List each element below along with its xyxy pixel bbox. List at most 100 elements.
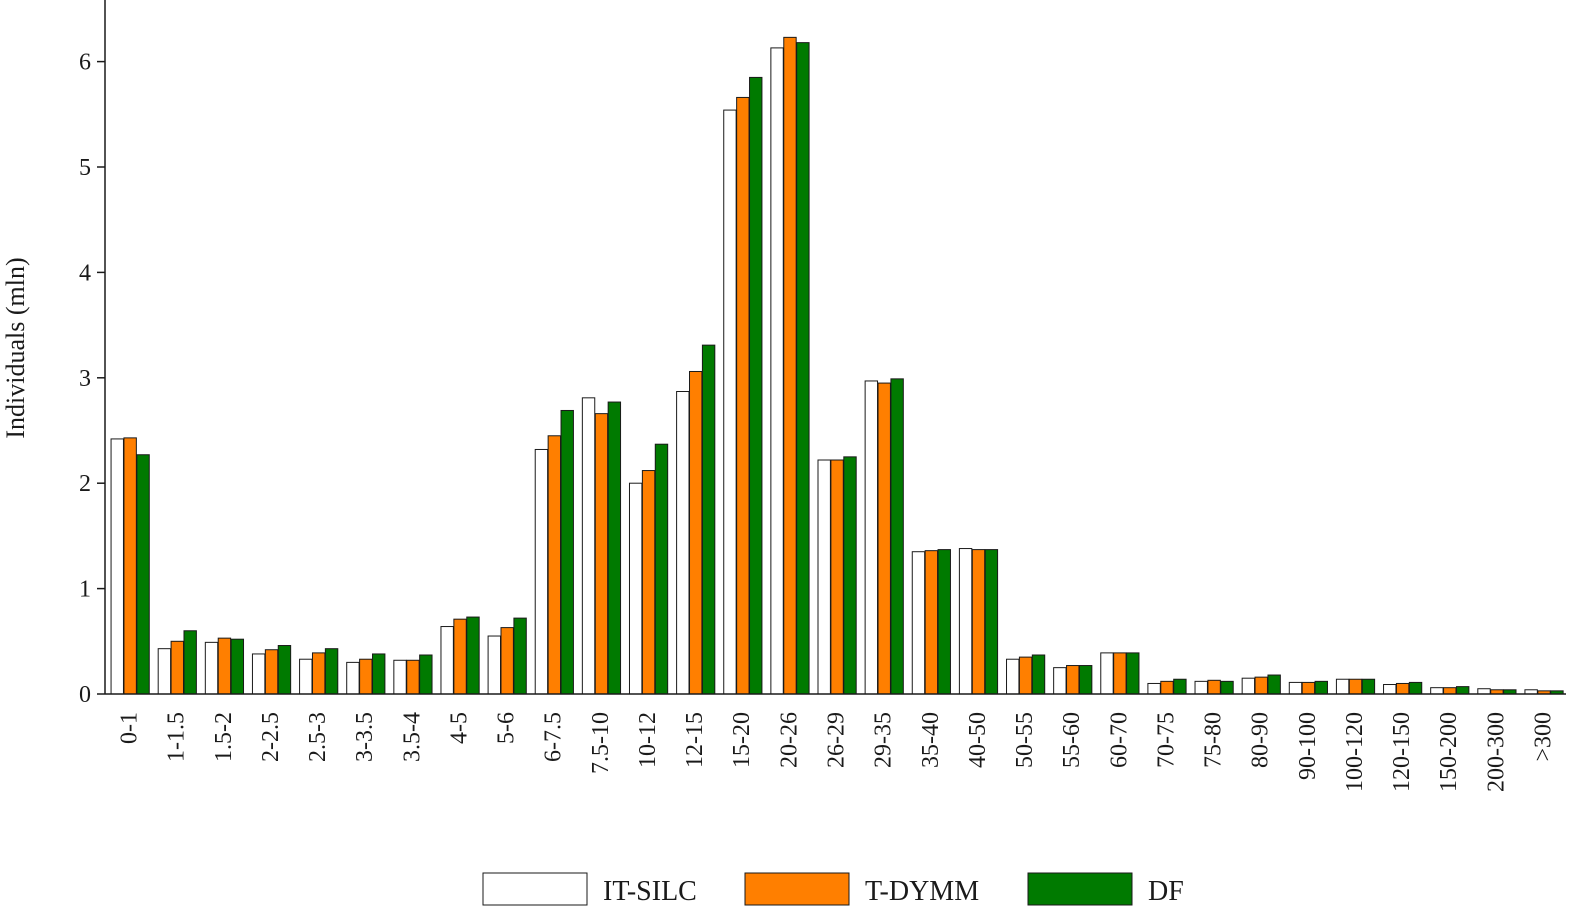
bar-t-dymm	[217, 637, 232, 695]
bar-group	[1194, 679, 1234, 695]
bar-group	[1288, 680, 1328, 695]
bar-t-dymm	[1113, 652, 1127, 695]
bar-it-silc	[251, 653, 266, 695]
y-axis-title: Individuals (mln)	[1, 257, 30, 438]
bar-df	[1361, 678, 1376, 695]
legend-swatch	[1027, 872, 1133, 906]
bar-df	[749, 76, 763, 695]
bar-group	[299, 648, 339, 695]
x-tick-label: 80-90	[1248, 712, 1274, 768]
x-tick-label: 5-6	[494, 712, 520, 744]
bar-it-silc	[676, 391, 690, 695]
bar-it-silc	[1006, 658, 1020, 695]
bar-it-silc	[1100, 652, 1114, 695]
bar-group	[346, 653, 386, 695]
bar-df	[324, 648, 339, 695]
bar-df	[277, 645, 292, 695]
x-tick-label: 20-26	[776, 712, 802, 768]
bar-group	[1100, 652, 1140, 695]
x-tick-label: 10-12	[635, 712, 661, 768]
bar-group	[204, 637, 245, 695]
bar-it-silc	[110, 438, 124, 695]
bar-t-dymm	[123, 437, 137, 695]
bar-it-silc	[1477, 688, 1491, 695]
bar-t-dymm	[1160, 680, 1174, 695]
x-tick-label: 1-1.5	[164, 712, 190, 762]
x-axis: 0-1 1-1.5 1.5-2 2-2.5 2.5-3 3-3.5 3.5-4 4-5 5-6 6…	[105, 693, 1566, 792]
bar-it-silc	[346, 661, 360, 695]
y-tick-label: 4	[79, 260, 91, 286]
bar-group	[157, 630, 197, 695]
y-tick-label: 2	[79, 471, 91, 497]
x-tick-label: 70-75	[1153, 712, 1179, 768]
bar-group	[1006, 654, 1046, 695]
bar-group	[393, 654, 433, 695]
bar-df	[843, 456, 857, 695]
bar-df	[183, 630, 197, 695]
bar-df	[1408, 681, 1423, 695]
x-tick-label: 40-50	[965, 712, 991, 768]
bar-it-silc	[393, 659, 407, 695]
bar-df	[419, 654, 433, 695]
y-tick-label: 5	[79, 155, 91, 181]
bar-it-silc	[534, 448, 549, 695]
bar-t-dymm	[689, 370, 703, 695]
bar-t-dymm	[1018, 656, 1033, 695]
bar-group	[534, 409, 574, 695]
bar-it-silc	[1383, 684, 1397, 695]
bar-group	[1335, 678, 1376, 695]
bar-group	[1477, 688, 1517, 695]
x-tick-label: 4-5	[446, 712, 472, 744]
legend-swatch	[744, 872, 850, 906]
bar-t-dymm	[877, 382, 891, 695]
bar-group	[487, 617, 527, 695]
x-tick-label: 6-7.5	[541, 712, 567, 762]
y-tick-label: 1	[79, 577, 91, 603]
bar-df	[372, 653, 386, 695]
x-tick-label: 15-20	[729, 712, 755, 768]
bar-df	[230, 638, 245, 695]
bar-df	[1173, 678, 1187, 695]
bar-group	[110, 437, 150, 695]
bar-it-silc	[1430, 687, 1444, 695]
bar-df	[1267, 674, 1281, 695]
bar-df	[466, 616, 480, 695]
bar-df	[1031, 654, 1046, 695]
x-tick-label: 2-2.5	[258, 712, 284, 762]
y-axis: 0 1 2 3 4 5 6	[79, 0, 106, 708]
bar-group	[251, 645, 292, 695]
bar-df	[1314, 680, 1328, 695]
bar-it-silc	[628, 482, 643, 695]
bar-group	[1430, 686, 1470, 695]
bar-df	[560, 409, 574, 695]
bar-group	[723, 76, 763, 695]
bar-t-dymm	[1066, 665, 1080, 695]
bar-t-dymm	[311, 652, 326, 695]
bar-df	[654, 443, 669, 695]
bar-t-dymm	[971, 549, 986, 695]
x-tick-label: >300	[1530, 712, 1556, 762]
legend-swatch	[482, 872, 588, 906]
bar-t-dymm	[641, 470, 656, 695]
bar-group	[440, 616, 480, 695]
bar-it-silc	[1194, 680, 1208, 695]
bar-t-dymm	[1443, 687, 1457, 695]
x-tick-label: 75-80	[1201, 712, 1227, 768]
x-tick-label: 35-40	[918, 712, 944, 768]
bar-t-dymm	[1207, 679, 1221, 695]
bar-group	[628, 443, 669, 695]
x-tick-label: 1.5-2	[211, 712, 237, 762]
bar-t-dymm	[547, 435, 562, 695]
bar-it-silc	[958, 548, 973, 695]
bar-df	[1455, 686, 1470, 695]
bar-group	[1147, 678, 1187, 695]
bar-it-silc	[157, 648, 172, 695]
x-tick-label: 120-150	[1389, 712, 1415, 792]
bar-group	[958, 548, 999, 695]
bar-it-silc	[1288, 681, 1303, 695]
bar-group	[1241, 674, 1281, 695]
x-tick-label: 7.5-10	[588, 712, 614, 774]
bar-it-silc	[1147, 682, 1161, 695]
bar-df	[1126, 652, 1140, 695]
legend-label: T-DYMM	[865, 876, 979, 907]
